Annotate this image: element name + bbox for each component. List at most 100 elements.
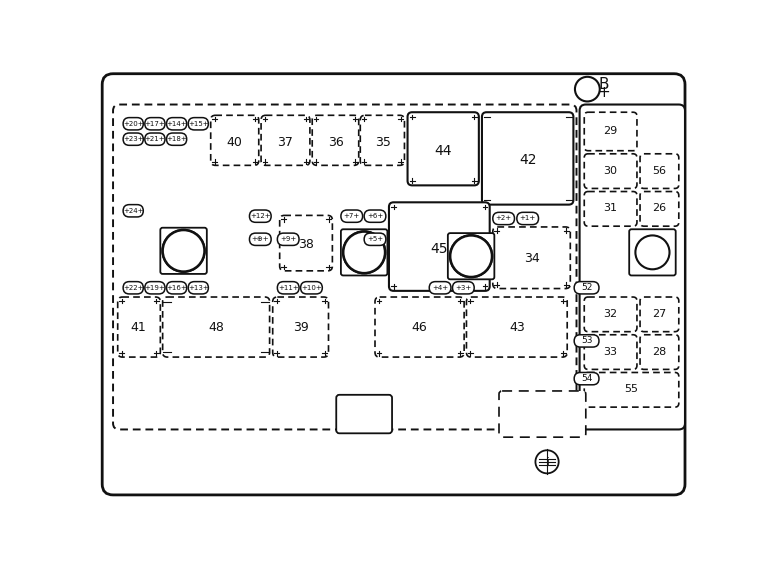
FancyBboxPatch shape bbox=[261, 115, 310, 166]
Text: +⊕+: +⊕+ bbox=[251, 236, 269, 242]
Text: 26: 26 bbox=[652, 203, 667, 213]
FancyBboxPatch shape bbox=[640, 191, 679, 226]
FancyBboxPatch shape bbox=[336, 395, 392, 434]
FancyBboxPatch shape bbox=[364, 233, 386, 245]
FancyBboxPatch shape bbox=[584, 154, 637, 189]
FancyBboxPatch shape bbox=[574, 282, 599, 294]
Text: 34: 34 bbox=[524, 252, 539, 265]
Circle shape bbox=[450, 235, 492, 277]
Text: 28: 28 bbox=[652, 347, 667, 357]
Text: +1+: +1+ bbox=[519, 216, 536, 221]
FancyBboxPatch shape bbox=[584, 191, 637, 226]
FancyBboxPatch shape bbox=[145, 133, 165, 145]
Text: 31: 31 bbox=[604, 203, 617, 213]
Text: 36: 36 bbox=[328, 136, 343, 149]
FancyBboxPatch shape bbox=[188, 118, 208, 130]
Text: +14+: +14+ bbox=[167, 121, 187, 127]
FancyBboxPatch shape bbox=[167, 282, 187, 294]
Text: B: B bbox=[598, 77, 609, 92]
FancyBboxPatch shape bbox=[300, 282, 323, 294]
FancyBboxPatch shape bbox=[574, 335, 599, 347]
FancyBboxPatch shape bbox=[167, 118, 187, 130]
FancyBboxPatch shape bbox=[113, 105, 577, 430]
Text: 43: 43 bbox=[509, 321, 525, 334]
Circle shape bbox=[635, 235, 670, 269]
Text: +10+: +10+ bbox=[301, 285, 322, 291]
Text: +20+: +20+ bbox=[123, 121, 144, 127]
Circle shape bbox=[450, 235, 492, 277]
Circle shape bbox=[343, 231, 385, 273]
Text: +7+: +7+ bbox=[343, 213, 360, 219]
FancyBboxPatch shape bbox=[341, 229, 387, 275]
Text: 32: 32 bbox=[604, 309, 617, 319]
Text: +18+: +18+ bbox=[166, 136, 187, 142]
FancyBboxPatch shape bbox=[448, 233, 495, 279]
Text: +23+: +23+ bbox=[123, 136, 144, 142]
Text: +6+: +6+ bbox=[367, 213, 383, 219]
Text: +3+: +3+ bbox=[455, 285, 472, 291]
FancyBboxPatch shape bbox=[250, 210, 271, 222]
Text: +22+: +22+ bbox=[123, 285, 144, 291]
FancyBboxPatch shape bbox=[364, 210, 386, 222]
Text: 53: 53 bbox=[581, 337, 592, 346]
FancyBboxPatch shape bbox=[161, 227, 207, 274]
Text: +21+: +21+ bbox=[144, 136, 165, 142]
FancyBboxPatch shape bbox=[163, 297, 270, 357]
Text: +16+: +16+ bbox=[166, 285, 187, 291]
FancyBboxPatch shape bbox=[493, 212, 515, 225]
Text: 38: 38 bbox=[298, 238, 314, 251]
Circle shape bbox=[163, 230, 204, 271]
FancyBboxPatch shape bbox=[629, 229, 676, 275]
Text: +15+: +15+ bbox=[188, 121, 209, 127]
FancyBboxPatch shape bbox=[145, 282, 165, 294]
Text: 41: 41 bbox=[131, 321, 147, 334]
FancyBboxPatch shape bbox=[482, 112, 574, 204]
FancyBboxPatch shape bbox=[277, 282, 299, 294]
Text: 30: 30 bbox=[604, 166, 617, 176]
Text: +12+: +12+ bbox=[250, 213, 270, 219]
FancyBboxPatch shape bbox=[584, 297, 637, 332]
FancyBboxPatch shape bbox=[584, 112, 637, 151]
Circle shape bbox=[343, 231, 385, 273]
FancyBboxPatch shape bbox=[277, 233, 299, 245]
FancyBboxPatch shape bbox=[167, 133, 187, 145]
Text: 37: 37 bbox=[277, 136, 293, 149]
Text: +11+: +11+ bbox=[278, 285, 299, 291]
FancyBboxPatch shape bbox=[640, 154, 679, 189]
Text: 39: 39 bbox=[293, 321, 309, 334]
FancyBboxPatch shape bbox=[580, 105, 685, 430]
FancyBboxPatch shape bbox=[118, 297, 161, 357]
Text: +13+: +13+ bbox=[188, 285, 209, 291]
FancyBboxPatch shape bbox=[493, 227, 571, 289]
Text: +24+: +24+ bbox=[123, 208, 144, 214]
Text: +9+: +9+ bbox=[280, 236, 296, 242]
FancyBboxPatch shape bbox=[123, 204, 144, 217]
Text: 42: 42 bbox=[519, 153, 536, 167]
FancyBboxPatch shape bbox=[640, 297, 679, 332]
FancyBboxPatch shape bbox=[313, 115, 359, 166]
Text: +5+: +5+ bbox=[367, 236, 383, 242]
Text: 29: 29 bbox=[604, 127, 617, 136]
Text: 54: 54 bbox=[581, 374, 592, 383]
Text: 40: 40 bbox=[227, 136, 243, 149]
FancyBboxPatch shape bbox=[273, 297, 329, 357]
FancyBboxPatch shape bbox=[341, 210, 362, 222]
FancyBboxPatch shape bbox=[145, 118, 165, 130]
FancyBboxPatch shape bbox=[466, 297, 568, 357]
FancyBboxPatch shape bbox=[188, 282, 208, 294]
FancyBboxPatch shape bbox=[102, 74, 685, 495]
FancyBboxPatch shape bbox=[584, 373, 679, 407]
Text: 52: 52 bbox=[581, 283, 592, 292]
FancyBboxPatch shape bbox=[123, 133, 144, 145]
Text: +19+: +19+ bbox=[144, 285, 165, 291]
Text: 33: 33 bbox=[604, 347, 617, 357]
Circle shape bbox=[535, 450, 558, 473]
Text: +2+: +2+ bbox=[495, 216, 511, 221]
FancyBboxPatch shape bbox=[499, 391, 586, 437]
FancyBboxPatch shape bbox=[210, 115, 259, 166]
FancyBboxPatch shape bbox=[123, 282, 144, 294]
FancyBboxPatch shape bbox=[574, 373, 599, 385]
Circle shape bbox=[575, 77, 600, 101]
Text: 48: 48 bbox=[208, 321, 224, 334]
Text: 27: 27 bbox=[652, 309, 667, 319]
